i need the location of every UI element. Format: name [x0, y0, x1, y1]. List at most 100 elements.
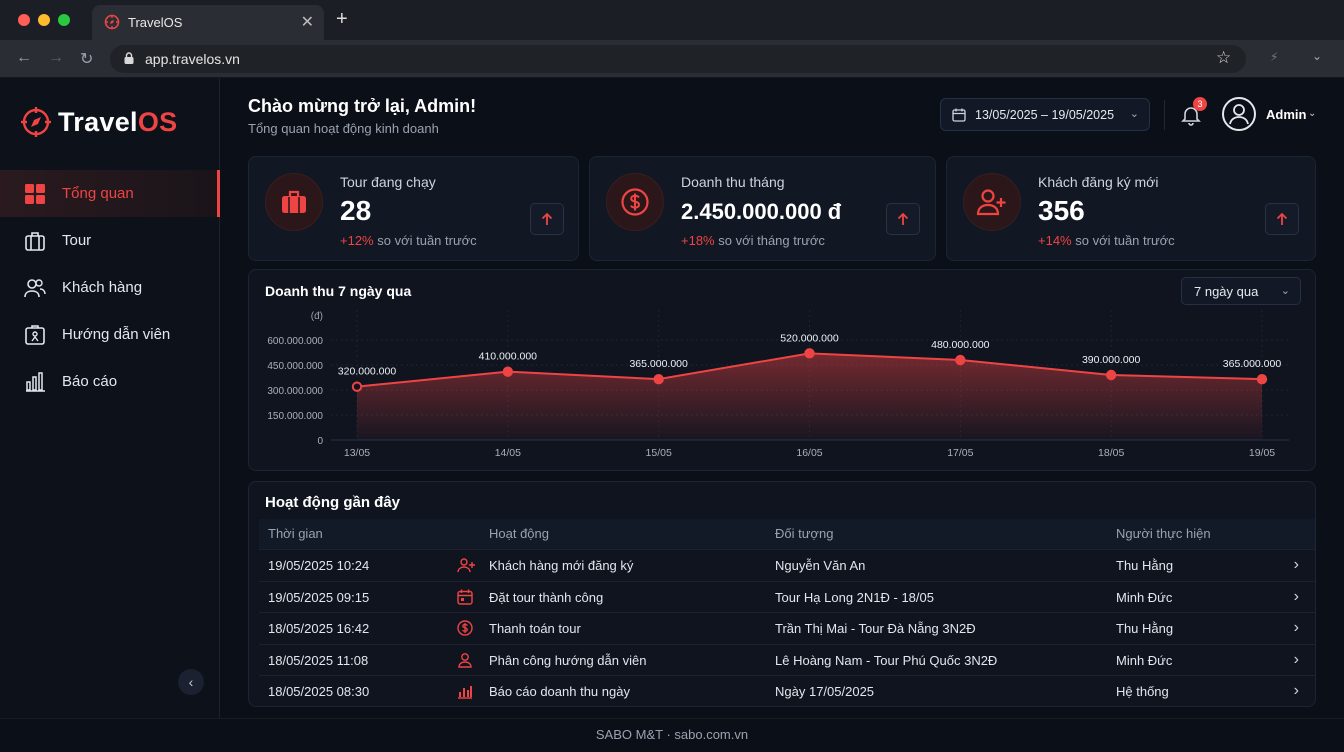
row-target: Trần Thị Mai - Tour Đà Nẵng 3N2Đ [775, 621, 976, 637]
stat-card-revenue: Doanh thu tháng 2.450.000.000 đ +18% so … [589, 156, 936, 261]
chevron-down-icon[interactable]: ⌄ [1312, 49, 1323, 63]
chevron-right-icon[interactable]: › [1293, 682, 1299, 700]
report-icon [457, 683, 473, 702]
trend-up-button[interactable] [886, 203, 920, 235]
guide-badge-icon [25, 324, 45, 345]
row-target: Lê Hoàng Nam - Tour Phú Quốc 3N2Đ [775, 652, 998, 668]
compass-logo-icon [21, 107, 51, 137]
y-tick-label: 0 [317, 436, 323, 447]
table-row[interactable]: 19/05/2025 09:15 Đặt tour thành công Tour … [259, 580, 1315, 613]
recent-activity-card: Hoạt động gần đây Thời gian Hoạt động Đố… [248, 481, 1316, 707]
user-icon [1229, 104, 1249, 125]
data-label: 365.000.000 [1223, 358, 1282, 370]
trend-up-button[interactable] [530, 203, 564, 235]
new-tab-button[interactable]: + [336, 8, 348, 30]
row-actor: Minh Đức [1116, 589, 1173, 605]
y-tick-label: 300.000.000 [267, 386, 323, 397]
stat-icon-wrap [265, 173, 323, 231]
avatar[interactable] [1222, 97, 1256, 131]
stat-label: Tour đang chạy [340, 174, 436, 190]
data-point [351, 381, 363, 392]
user-name[interactable]: Admin [1266, 107, 1307, 122]
x-tick-label: 14/05 [495, 447, 521, 459]
data-point [1256, 373, 1268, 385]
row-time: 18/05/2025 08:30 [268, 684, 370, 700]
brand-logo[interactable]: TravelOS [20, 106, 178, 138]
page-subtitle: Tổng quan hoạt động kinh doanh [248, 121, 439, 136]
sidebar-item-label: Tổng quan [62, 185, 134, 202]
sidebar: TravelOS Tổng quan Tour Khách hàng Hướng… [0, 78, 220, 718]
activity-title: Hoạt động gần đây [265, 494, 400, 511]
stat-delta: +14% so với tuần trước [1038, 233, 1175, 248]
table-row[interactable]: 18/05/2025 08:30 Báo cáo doanh thu ngày Ng… [259, 675, 1315, 706]
x-tick-label: 19/05 [1249, 447, 1275, 459]
extension-icon[interactable]: ⚡ [1270, 50, 1279, 64]
sidebar-item-tour[interactable]: Tour [0, 217, 220, 264]
range-select[interactable]: 7 ngày qua ⌄ [1181, 277, 1301, 305]
dollar-circle-icon [621, 188, 649, 216]
chevron-right-icon[interactable]: › [1293, 619, 1299, 637]
x-tick-label: 17/05 [947, 447, 973, 459]
close-window-button[interactable] [18, 14, 30, 26]
row-actor: Thu Hằng [1116, 621, 1174, 637]
table-row[interactable]: 18/05/2025 11:08 Phân công hướng dẫn viên… [259, 643, 1315, 676]
stat-value: 356 [1038, 195, 1085, 226]
sidebar-item-overview[interactable]: Tổng quan [0, 170, 220, 217]
column-header[interactable]: Người thực hiện [1116, 526, 1211, 541]
chevron-down-icon: ⌄ [1129, 108, 1139, 120]
data-label: 320.000.000 [338, 366, 397, 378]
y-tick-label: 150.000.000 [267, 411, 323, 422]
maximize-window-button[interactable] [58, 14, 70, 26]
lock-icon [124, 52, 134, 64]
column-header[interactable]: Thời gian [268, 526, 323, 541]
row-actor: Hệ thống [1116, 684, 1169, 700]
table-header: Thời gian Hoạt động Đối tượng Người thực… [259, 519, 1315, 549]
bookmark-star-icon[interactable]: ☆ [1216, 48, 1232, 67]
data-point [502, 366, 514, 377]
row-action: Khách hàng mới đăng ký [489, 558, 634, 573]
trend-up-button[interactable] [1265, 203, 1299, 235]
window-controls [18, 14, 70, 26]
browser-tab[interactable]: TravelOS ✕ [92, 5, 324, 40]
arrow-up-icon [897, 212, 909, 225]
chevron-down-icon[interactable]: ⌄ [1308, 108, 1317, 119]
row-action: Thanh toán tour [489, 621, 581, 637]
stat-label: Khách đăng ký mới [1038, 174, 1159, 190]
date-range-picker[interactable]: 13/05/2025 – 19/05/2025 ⌄ [940, 98, 1150, 131]
column-header[interactable]: Đối tượng [775, 526, 834, 541]
suitcase-icon [25, 231, 45, 251]
collapse-sidebar-button[interactable]: ‹ [178, 669, 204, 695]
chevron-right-icon[interactable]: › [1293, 587, 1299, 605]
data-label: 390.000.000 [1082, 354, 1141, 366]
sidebar-item-customers[interactable]: Khách hàng [0, 264, 220, 311]
forward-arrow-icon[interactable]: → [48, 49, 64, 66]
back-arrow-icon[interactable]: ← [16, 49, 32, 66]
table-row[interactable]: 18/05/2025 16:42 Thanh toán tour Trần Thị … [259, 612, 1315, 644]
bell-icon[interactable] [1180, 104, 1202, 126]
sidebar-item-label: Báo cáo [62, 373, 118, 390]
row-actor: Minh Đức [1116, 652, 1173, 668]
chevron-right-icon[interactable]: › [1293, 556, 1299, 573]
sidebar-item-guides[interactable]: Hướng dẫn viên [0, 311, 220, 358]
sidebar-menu: Tổng quan Tour Khách hàng Hướng dẫn viên… [0, 170, 220, 405]
minimize-window-button[interactable] [38, 14, 50, 26]
column-header[interactable]: Hoạt động [489, 526, 549, 541]
date-range-value: 13/05/2025 – 19/05/2025 [975, 108, 1115, 122]
address-field[interactable]: app.travelos.vn [110, 45, 1246, 73]
stat-card-customers: Khách đăng ký mới 356 +14% so với tuần t… [946, 156, 1316, 261]
table-row[interactable]: 19/05/2025 10:24 Khách hàng mới đăng ký Ng… [259, 549, 1315, 581]
main-content: Chào mừng trở lại, Admin! Tổng quan hoạt… [220, 78, 1344, 718]
stat-card-tours: Tour đang chạy 28 +12% so với tuần trước [248, 156, 579, 261]
x-tick-label: 16/05 [796, 447, 822, 459]
x-tick-label: 13/05 [344, 447, 370, 459]
sidebar-item-reports[interactable]: Báo cáo [0, 358, 220, 405]
chart-title: Doanh thu 7 ngày qua [265, 283, 412, 299]
calendar-icon [952, 108, 966, 122]
tab-close-icon[interactable]: ✕ [300, 14, 314, 31]
chevron-right-icon[interactable]: › [1293, 650, 1299, 668]
reload-icon[interactable]: ↻ [80, 51, 94, 68]
dollar-icon [457, 620, 473, 639]
data-label: 410.000.000 [479, 351, 538, 363]
person-icon [457, 652, 473, 671]
